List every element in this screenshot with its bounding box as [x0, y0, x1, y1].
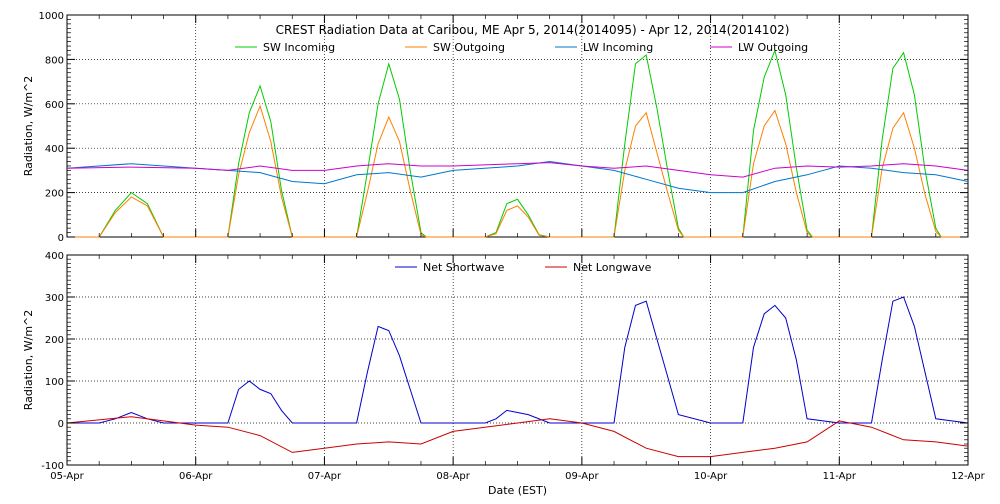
y-tick-label: 200 — [45, 335, 64, 346]
x-axis-label: Date (EST) — [488, 484, 547, 497]
series-line-net-longwave — [66, 416, 969, 458]
bottom-legend: Net Shortwave Net Longwave — [395, 261, 652, 274]
bottom-plot-frame — [66, 254, 969, 466]
legend-label: LW Outgoing — [738, 41, 808, 54]
top-y-axis-label: Radiation, W/m^2 — [22, 76, 35, 177]
y-tick-label: -100 — [41, 461, 64, 472]
y-tick-label: 400 — [45, 144, 64, 155]
x-tick-label: 12-Apr — [951, 471, 985, 482]
series-line-sw-incoming — [67, 48, 968, 238]
bottom-series-group — [66, 296, 969, 458]
bottom-x-ticks: 05-Apr 06-Apr 07-Apr 08-Apr 09-Apr 10-Apr 11-A… — [50, 255, 986, 482]
top-chart-panel: 0 200 400 600 800 1000 CREST Radiation Data a… — [22, 11, 969, 244]
x-tick-label: 10-Apr — [694, 471, 728, 482]
legend-label: SW Outgoing — [433, 41, 505, 54]
top-series-group — [66, 48, 969, 238]
chart-title: CREST Radiation Data at Caribou, ME Apr … — [276, 23, 790, 37]
y-tick-label: 0 — [58, 419, 64, 430]
bottom-y-ticks: -100 0 100 200 300 400 — [41, 251, 968, 472]
series-line-sw-outgoing — [67, 104, 968, 238]
y-tick-label: 1000 — [39, 11, 64, 22]
x-tick-label: 05-Apr — [50, 471, 84, 482]
series-line-net-shortwave — [67, 296, 969, 424]
bottom-grid — [67, 255, 968, 465]
y-tick-label: 400 — [45, 251, 64, 262]
x-tick-label: 06-Apr — [179, 471, 213, 482]
y-tick-label: 100 — [45, 377, 64, 388]
y-tick-label: 200 — [45, 189, 64, 200]
x-tick-label: 09-Apr — [565, 471, 599, 482]
y-tick-label: 300 — [45, 293, 64, 304]
x-tick-label: 11-Apr — [823, 471, 857, 482]
x-tick-label: 08-Apr — [436, 471, 470, 482]
y-tick-label: 800 — [45, 55, 64, 66]
y-tick-label: 600 — [45, 100, 64, 111]
bottom-chart-panel: -100 0 100 200 300 400 05-Apr 06-Apr 07-Apr 08-A… — [22, 251, 986, 497]
bottom-y-axis-label: Radiation, W/m^2 — [22, 310, 35, 411]
y-tick-label: 0 — [58, 233, 64, 244]
top-grid — [67, 15, 968, 237]
legend-label: Net Longwave — [573, 261, 652, 274]
top-x-ticks — [66, 15, 969, 237]
legend-label: Net Shortwave — [423, 261, 505, 274]
top-y-ticks: 0 200 400 600 800 1000 — [39, 11, 968, 244]
series-line-lw-outgoing — [66, 162, 969, 178]
x-tick-label: 07-Apr — [308, 471, 342, 482]
top-plot-frame — [66, 14, 969, 238]
top-legend: SW Incoming SW Outgoing LW Incoming LW Outg… — [235, 41, 808, 54]
legend-label: SW Incoming — [263, 41, 335, 54]
series-line-lw-incoming — [66, 160, 969, 194]
legend-label: LW Incoming — [583, 41, 653, 54]
